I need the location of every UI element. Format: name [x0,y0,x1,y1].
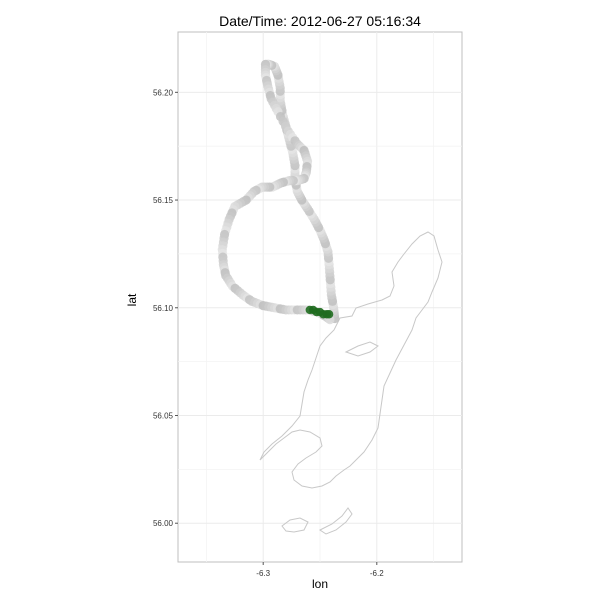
x-axis-label: lon [311,577,328,591]
y-tick-label: 56.10 [153,304,174,313]
x-axis-ticks: -6.3 -6.2 [256,562,384,578]
island-southern-point [319,507,353,535]
plot-title: Date/Time: 2012-06-27 05:16:34 [219,13,421,29]
y-axis-label: lat [125,293,139,307]
island-inner-channel [344,341,379,357]
current-position-point [324,310,334,319]
current-position-points [305,305,334,319]
y-tick-label: 56.20 [153,88,174,97]
y-tick-label: 56.15 [153,196,174,205]
y-axis-ticks: 56.00 56.05 56.10 56.15 56.20 [153,88,178,528]
x-tick-label: -6.3 [256,569,270,578]
coastline [259,231,443,535]
island-southern-islet [281,517,309,533]
x-tick-label: -6.2 [370,569,384,578]
track-points [217,59,340,325]
grid-lines [178,32,462,562]
island-coastline [259,231,443,489]
y-tick-label: 56.05 [153,411,174,420]
y-tick-label: 56.00 [153,519,174,528]
